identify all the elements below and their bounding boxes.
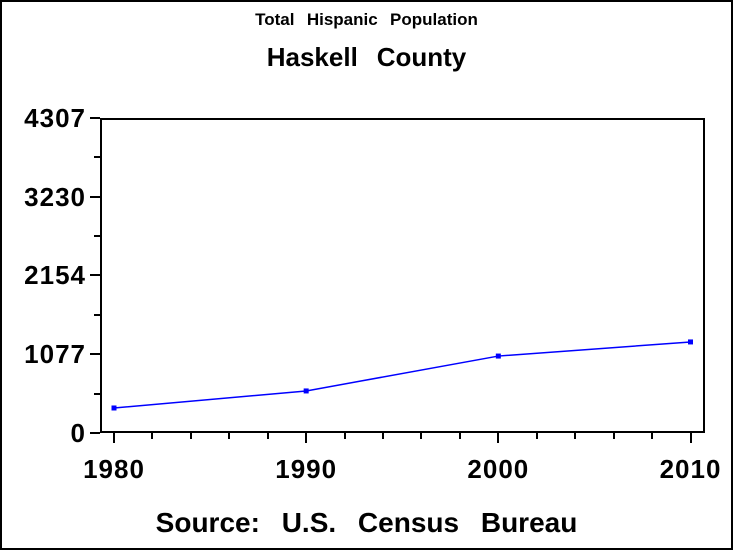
- x-major-tick: [497, 433, 500, 443]
- x-minor-tick: [189, 433, 192, 439]
- x-major-tick: [305, 433, 308, 443]
- x-minor-tick: [612, 433, 615, 439]
- x-axis-label: 1990: [275, 454, 338, 484]
- y-axis-label: 2154: [24, 260, 86, 291]
- y-minor-tick: [94, 235, 100, 238]
- x-minor-tick: [574, 433, 577, 439]
- plot-frame: [100, 118, 705, 433]
- x-minor-tick: [651, 433, 654, 439]
- data-point-marker: [495, 353, 501, 359]
- x-major-tick: [113, 433, 115, 443]
- source-footnote: Source: U.S. Census Bureau: [155, 507, 578, 538]
- x-minor-tick: [420, 433, 423, 439]
- x-major-tick: [689, 433, 692, 443]
- x-minor-tick: [266, 433, 269, 439]
- data-point-marker: [303, 388, 309, 394]
- line-series-plot: [111, 339, 693, 411]
- y-major-tick: [90, 353, 100, 356]
- y-minor-tick: [94, 313, 100, 316]
- y-major-tick: [90, 195, 100, 198]
- x-minor-tick: [382, 433, 385, 439]
- y-axis-label: 4307: [24, 103, 86, 133]
- data-point-marker: [688, 339, 693, 345]
- y-major-tick: [90, 274, 100, 277]
- x-minor-tick: [458, 433, 461, 439]
- y-axis-label: 0: [70, 418, 86, 448]
- y-axis-label: 1077: [24, 339, 86, 370]
- x-minor-tick: [535, 433, 538, 439]
- chart-subtitle: Haskell County: [266, 42, 467, 72]
- x-minor-tick: [151, 433, 154, 439]
- y-axis-label: 3230: [24, 181, 86, 212]
- x-axis-label: 2010: [659, 454, 722, 484]
- chart-title: Total Hispanic Population: [255, 10, 478, 29]
- y-minor-tick: [94, 156, 100, 159]
- y-minor-tick: [94, 392, 100, 395]
- x-axis-label: 2000: [467, 454, 530, 484]
- y-major-tick: [90, 117, 100, 119]
- series-line: [113, 341, 691, 409]
- data-point-marker: [111, 405, 117, 411]
- x-axis-label: 1980: [83, 454, 145, 484]
- x-minor-tick: [343, 433, 346, 439]
- x-minor-tick: [228, 433, 231, 439]
- y-major-tick: [90, 432, 100, 434]
